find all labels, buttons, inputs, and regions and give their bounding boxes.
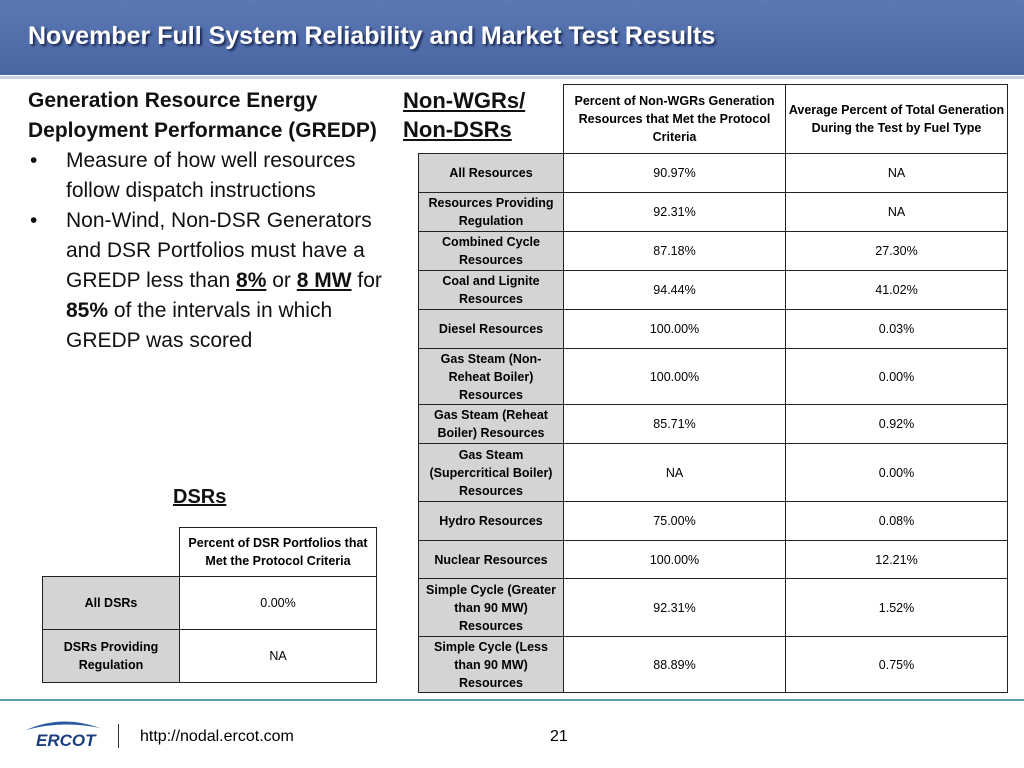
- bullets: Measure of how well resources follow dis…: [28, 146, 408, 356]
- text-run: 8 MW: [296, 269, 352, 292]
- row: Combined Cycle Resources 87.18% 27.30%: [418, 231, 1008, 271]
- row: All Resources 90.97% NA: [418, 153, 1008, 193]
- bullet: Measure of how well resources follow dis…: [28, 146, 408, 206]
- column-header: Average Percent of Total Generation Duri…: [785, 84, 1008, 154]
- cell: 0.00%: [785, 348, 1008, 405]
- row-header: All Resources: [418, 153, 564, 193]
- column-header: Percent of Non-WGRs Generation Resources…: [563, 84, 786, 154]
- text-run: or: [266, 269, 297, 292]
- row: Coal and Lignite Resources 94.44% 41.02%: [418, 270, 1008, 310]
- footer-rule: [0, 699, 1024, 701]
- row-header: Simple Cycle (Greater than 90 MW) Resour…: [418, 578, 564, 637]
- cell: 0.92%: [785, 404, 1008, 444]
- empty-cell: [43, 528, 180, 577]
- url: http://nodal.ercot.com: [140, 728, 294, 745]
- table-label: DSRs: [173, 486, 227, 508]
- header-rule: [0, 76, 1024, 79]
- non-wgr-table: Percent of Non-WGRs Generation Resources…: [418, 84, 1008, 693]
- logo: ERCOT: [26, 721, 100, 750]
- row-header: Diesel Resources: [418, 309, 564, 349]
- cell: 0.00%: [179, 576, 377, 630]
- cell: 75.00%: [563, 501, 786, 541]
- cell: 94.44%: [563, 270, 786, 310]
- page-number: 21: [550, 728, 568, 745]
- row: Gas Steam (Reheat Boiler) Resources 85.71…: [418, 404, 1008, 444]
- row: DSRs Providing Regulation NA: [42, 629, 377, 683]
- cell: 0.00%: [785, 443, 1008, 502]
- logo-text: ERCOT: [36, 731, 97, 750]
- cell: 100.00%: [563, 309, 786, 349]
- header-row: Percent of DSR Portfolios that Met the P…: [43, 527, 377, 577]
- cell: 1.52%: [785, 578, 1008, 637]
- row-header: DSRs Providing Regulation: [42, 629, 180, 683]
- cell: 87.18%: [563, 231, 786, 271]
- empty-cell: [419, 85, 564, 154]
- row: All DSRs 0.00%: [42, 576, 377, 630]
- cell: 85.71%: [563, 404, 786, 444]
- cell: NA: [785, 192, 1008, 232]
- row-header: Simple Cycle (Less than 90 MW) Resources: [418, 636, 564, 693]
- cell: NA: [563, 443, 786, 502]
- text-run: Non-Wind, Non-DSR Generators and DSR Por…: [66, 209, 372, 292]
- cell: 100.00%: [563, 348, 786, 405]
- separator: [118, 724, 119, 748]
- row-header: All DSRs: [42, 576, 180, 630]
- cell: 0.03%: [785, 309, 1008, 349]
- row-header: Gas Steam (Supercritical Boiler) Resourc…: [418, 443, 564, 502]
- cell: 92.31%: [563, 578, 786, 637]
- text-run: 85%: [66, 299, 109, 322]
- dsr-table: Percent of DSR Portfolios that Met the P…: [42, 527, 377, 683]
- row: Simple Cycle (Greater than 90 MW) Resour…: [418, 578, 1008, 637]
- column-header: Percent of DSR Portfolios that Met the P…: [179, 527, 377, 577]
- row-header: Gas Steam (Reheat Boiler) Resources: [418, 404, 564, 444]
- bullet: Non-Wind, Non-DSR Generators and DSR Por…: [28, 206, 408, 356]
- row: Simple Cycle (Less than 90 MW) Resources…: [418, 636, 1008, 693]
- cell: 41.02%: [785, 270, 1008, 310]
- row: Hydro Resources 75.00% 0.08%: [418, 501, 1008, 541]
- row: Diesel Resources 100.00% 0.03%: [418, 309, 1008, 349]
- cell: 0.75%: [785, 636, 1008, 693]
- header-row: Percent of Non-WGRs Generation Resources…: [419, 84, 1008, 154]
- row-header: Nuclear Resources: [418, 540, 564, 579]
- text-run: for: [351, 269, 382, 292]
- row-header: Coal and Lignite Resources: [418, 270, 564, 310]
- row: Nuclear Resources 100.00% 12.21%: [418, 540, 1008, 579]
- cell: 100.00%: [563, 540, 786, 579]
- row-header: Gas Steam (Non-Reheat Boiler) Resources: [418, 348, 564, 405]
- cell: 0.08%: [785, 501, 1008, 541]
- row-header: Hydro Resources: [418, 501, 564, 541]
- cell: NA: [179, 629, 377, 683]
- cell: NA: [785, 153, 1008, 193]
- title: November Full System Reliability and Mar…: [28, 22, 716, 50]
- cell: 12.21%: [785, 540, 1008, 579]
- row-header: Resources Providing Regulation: [418, 192, 564, 232]
- table-label: Non-WGRs/ Non-DSRs: [403, 88, 526, 142]
- text-run: Measure of how well resources follow dis…: [66, 149, 356, 202]
- row: Resources Providing Regulation 92.31% NA: [418, 192, 1008, 232]
- text-run: of the intervals in which GREDP was scor…: [66, 299, 333, 352]
- header-bar: November Full System Reliability and Mar…: [0, 0, 1024, 75]
- cell: 92.31%: [563, 192, 786, 232]
- heading: Generation Resource Energy Deployment Pe…: [28, 89, 377, 142]
- cell: 27.30%: [785, 231, 1008, 271]
- cell: 90.97%: [563, 153, 786, 193]
- row: Gas Steam (Supercritical Boiler) Resourc…: [418, 443, 1008, 502]
- row-header: Combined Cycle Resources: [418, 231, 564, 271]
- left-text: Generation Resource Energy Deployment Pe…: [28, 86, 408, 356]
- cell: 88.89%: [563, 636, 786, 693]
- text-run: 8%: [236, 269, 267, 292]
- row: Gas Steam (Non-Reheat Boiler) Resources 1…: [418, 348, 1008, 405]
